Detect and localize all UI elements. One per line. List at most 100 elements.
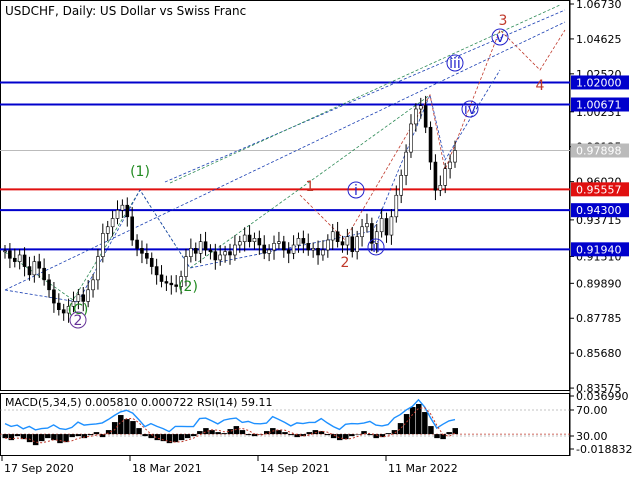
macd-bar <box>221 433 227 435</box>
macd-bar <box>227 429 233 435</box>
level-label: 0.95557 <box>576 183 622 196</box>
candle-body <box>247 234 252 242</box>
wave-label-circle <box>446 54 464 72</box>
candle-body <box>61 309 66 314</box>
candle-body <box>326 239 330 251</box>
candle-body <box>149 257 154 267</box>
level-label: 0.91940 <box>576 243 622 256</box>
macd-bar <box>294 434 300 438</box>
indicator-tick-label: 0.036990 <box>576 390 629 403</box>
candle-body <box>428 126 433 163</box>
macd-bar <box>379 434 386 438</box>
candle-body <box>409 123 413 153</box>
macd-bar <box>312 430 319 435</box>
wave-label: 2 <box>74 313 83 329</box>
macd-bar <box>124 419 130 435</box>
macd-bar <box>184 434 191 439</box>
level-label: 0.97898 <box>576 145 622 158</box>
candle-body <box>448 161 452 170</box>
candle-body <box>433 161 438 191</box>
candle-body <box>135 239 139 249</box>
candle-body <box>355 236 359 252</box>
macd-bar <box>51 434 57 441</box>
candle-body <box>438 185 443 191</box>
macd-bar <box>172 434 179 443</box>
candle-body <box>71 301 76 307</box>
main-pane-frame <box>0 0 570 391</box>
macd-bar <box>318 431 325 435</box>
candle-body <box>213 251 218 261</box>
time-axis: 17 Sep 2020 18 Mar 2021 14 Sep 2021 11 Mar … <box>1 456 458 475</box>
candle-body <box>101 233 105 257</box>
macd-bar <box>105 430 112 435</box>
candle-body <box>174 284 178 287</box>
macd-bar <box>409 407 416 435</box>
level-label-box <box>571 97 629 112</box>
candle-body <box>374 231 379 244</box>
wave-label: ii <box>372 240 380 256</box>
price-tick-label: 0.83575 <box>576 382 622 395</box>
candle-body <box>76 294 81 302</box>
macd-bar <box>257 434 264 435</box>
macd-bar <box>282 432 288 435</box>
wave-label-circle <box>461 100 479 118</box>
macd-bar <box>288 434 294 436</box>
macd-bar <box>45 434 51 439</box>
macd-bar <box>2 434 8 439</box>
macd-bar <box>93 432 100 435</box>
candle-body <box>198 241 203 254</box>
macd-bar <box>434 434 440 439</box>
macd-bar <box>8 434 15 441</box>
trend-and-projection-lines <box>4 4 566 303</box>
macd-bar <box>397 423 404 435</box>
candle-body <box>345 236 350 246</box>
indicator-tick-label: -0.018832 <box>576 443 632 456</box>
candle-body <box>110 218 115 228</box>
channel-line-blue-lower <box>4 21 566 291</box>
candle-body <box>154 266 159 276</box>
wave-label-circle <box>367 238 385 256</box>
candle-body <box>340 241 345 246</box>
candle-body <box>306 243 311 251</box>
price-tick-label: 1.06730 <box>576 0 622 11</box>
price-tick-label: 0.85680 <box>576 347 622 360</box>
level-label-box <box>571 203 629 218</box>
candle-body <box>272 243 276 251</box>
candle-body <box>414 108 418 125</box>
candle-body <box>125 204 130 218</box>
macd-bar <box>251 434 258 437</box>
macd-bar <box>99 434 106 438</box>
candle-body <box>394 194 399 218</box>
candle-body <box>262 244 267 254</box>
macd-bar <box>20 434 27 440</box>
chart-title: USDCHF, Daily: US Dollar vs Swiss Franc <box>5 4 246 18</box>
macd-bar <box>440 434 446 440</box>
candle-body <box>27 266 32 276</box>
macd-bar <box>75 434 81 437</box>
candle-body <box>145 253 149 259</box>
macd-bar <box>57 434 63 444</box>
candle-body <box>443 168 448 186</box>
candle-body <box>335 231 340 242</box>
macd-bar <box>306 432 313 435</box>
candle-body <box>22 254 27 267</box>
macd-bar <box>63 434 69 443</box>
macd-bar <box>416 404 422 435</box>
candle-body <box>384 218 389 236</box>
candle-body <box>32 261 37 276</box>
candle-body <box>184 256 188 277</box>
wave-label: iv <box>464 102 476 118</box>
candle-body <box>404 151 408 176</box>
level-label: 1.02000 <box>576 76 622 89</box>
candle-body <box>105 226 110 234</box>
candle-body <box>91 279 95 291</box>
wave-label: i <box>354 183 358 199</box>
candle-body <box>301 238 306 244</box>
indicator-title: MACD(5,34,5) 0.005810 0.000722 RSI(14) 5… <box>5 396 272 409</box>
indicator-tick-label: 70.00 <box>576 404 608 417</box>
candle-body <box>179 276 183 287</box>
candle-body <box>42 267 46 281</box>
macd-bar <box>391 430 398 435</box>
